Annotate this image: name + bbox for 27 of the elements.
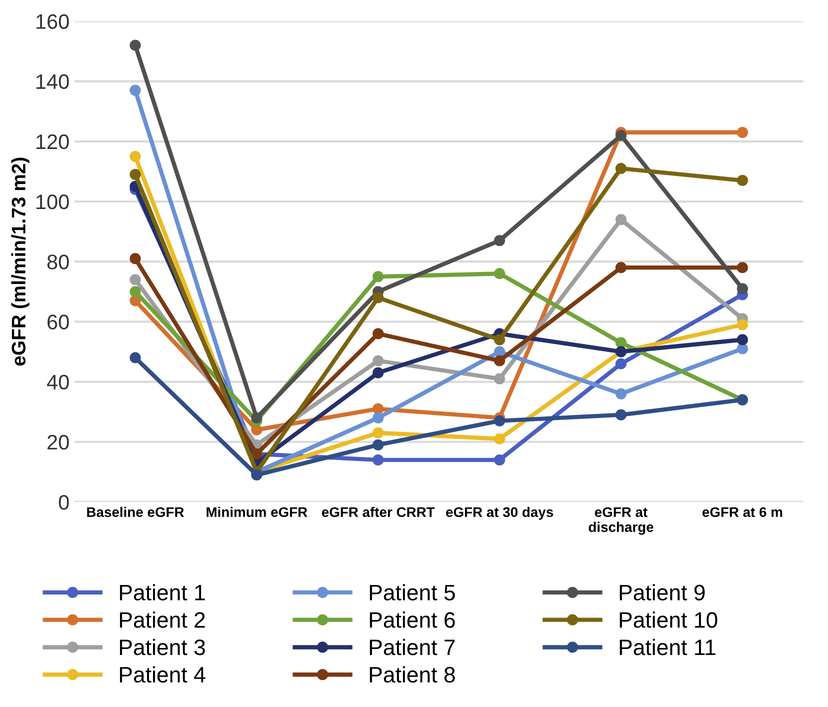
y-tick-label: 20 bbox=[48, 434, 69, 450]
x-tick-label: eGFR at 30 days bbox=[446, 506, 554, 520]
y-tick-label: 40 bbox=[46, 374, 69, 390]
legend-label: Patient 10 bbox=[620, 612, 718, 628]
y-tick-label: 60 bbox=[48, 314, 69, 330]
y-tick-label: 160 bbox=[36, 14, 69, 29]
legend-label: Patient 5 bbox=[370, 584, 455, 600]
x-tick-label: Baseline eGFR bbox=[87, 506, 184, 518]
x-tick-label: eGFR at discharge bbox=[588, 507, 654, 535]
y-axis-title: eGFR (ml/min/1.73 m2) bbox=[11, 158, 30, 366]
x-tick-label: eGFR after CRRT bbox=[322, 506, 435, 518]
y-tick-label: 100 bbox=[36, 194, 69, 210]
legend-label: Patient 1 bbox=[120, 584, 205, 600]
legend-label: Patient 6 bbox=[370, 612, 455, 628]
y-tick-label: 120 bbox=[36, 134, 69, 150]
legend-label: Patient 3 bbox=[120, 638, 205, 656]
legend-label: Patient 4 bbox=[120, 666, 206, 683]
legend-label: Patient 2 bbox=[120, 612, 205, 628]
legend-label: Patient 9 bbox=[620, 584, 705, 600]
y-tick-label: 140 bbox=[36, 74, 69, 90]
legend-label: Patient 8 bbox=[370, 666, 455, 683]
x-tick-label: Minimum eGFR bbox=[206, 506, 308, 518]
y-tick-label: 80 bbox=[47, 254, 69, 270]
legend-label: Patient 7 bbox=[370, 638, 455, 656]
legend-label: Patient 11 bbox=[620, 638, 716, 656]
y-tick-label: 0 bbox=[58, 494, 69, 510]
x-tick-label: eGFR at 6 m bbox=[702, 507, 782, 518]
